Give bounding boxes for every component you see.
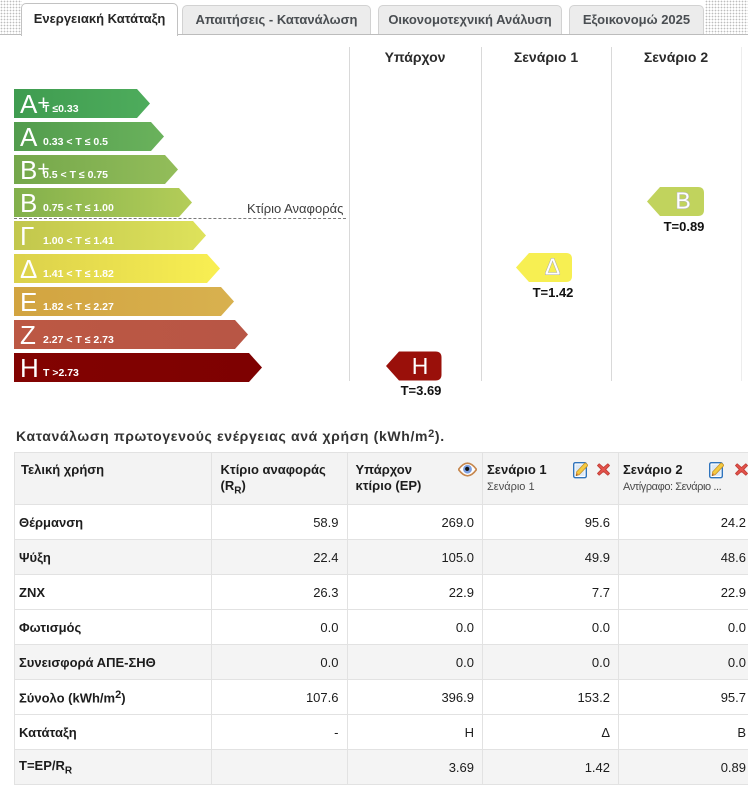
svg-text:Η: Η <box>412 353 429 379</box>
svg-text:Β: Β <box>675 188 690 214</box>
svg-text:Δ: Δ <box>545 254 560 280</box>
